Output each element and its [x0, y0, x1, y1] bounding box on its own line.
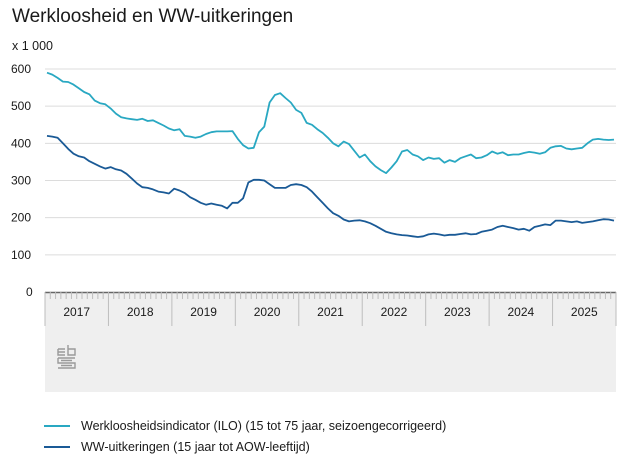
legend-swatch-ilo: [44, 424, 70, 427]
series-line-0: [46, 71, 615, 175]
legend-item-ww: WW-uitkeringen (15 jaar tot AOW-leeftijd…: [44, 436, 446, 457]
y-axis-unit-label: x 1 000: [12, 39, 54, 53]
y-tick-label-600: 600: [11, 62, 31, 76]
x-tick-label-2018: 2018: [127, 305, 154, 319]
x-tick-label-2023: 2023: [444, 305, 471, 319]
y-tick-label-100: 100: [11, 248, 31, 262]
chart-title: Werkloosheid en WW-uitkeringen: [12, 6, 294, 27]
y-tick-label-200: 200: [11, 211, 31, 225]
y-tick-label-400: 400: [11, 136, 31, 150]
legend-swatch-ww: [44, 445, 70, 448]
y-tick-label-0: 0: [26, 285, 33, 299]
legend: Werkloosheidsindicator (ILO) (15 tot 75 …: [44, 415, 446, 457]
x-tick-label-2025: 2025: [571, 305, 598, 319]
x-tick-label-2017: 2017: [63, 305, 90, 319]
series-line-1: [46, 135, 615, 238]
x-tick-label-2022: 2022: [381, 305, 408, 319]
y-tick-label-500: 500: [11, 99, 31, 113]
legend-label-ww: WW-uitkeringen (15 jaar tot AOW-leeftijd…: [81, 439, 310, 454]
x-tick-label-2024: 2024: [507, 305, 534, 319]
legend-label-ilo: Werkloosheidsindicator (ILO) (15 tot 75 …: [81, 418, 447, 433]
x-tick-label-2021: 2021: [317, 305, 344, 319]
x-tick-label-2019: 2019: [190, 305, 217, 319]
cbs-logo-icon: [57, 345, 76, 369]
x-tick-label-2020: 2020: [254, 305, 281, 319]
y-tick-label-300: 300: [11, 174, 31, 188]
x-axis-band: [45, 293, 616, 392]
legend-item-ilo: Werkloosheidsindicator (ILO) (15 tot 75 …: [44, 415, 446, 436]
